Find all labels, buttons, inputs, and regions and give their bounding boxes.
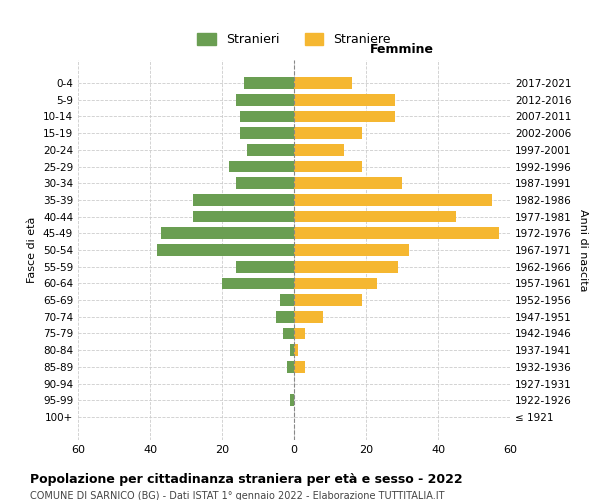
Bar <box>294 228 499 239</box>
Bar <box>240 128 294 139</box>
Bar <box>294 344 298 356</box>
Bar <box>294 211 456 222</box>
Bar <box>294 244 409 256</box>
Bar <box>229 160 294 172</box>
Bar <box>290 394 294 406</box>
Bar <box>294 78 352 89</box>
Bar <box>193 194 294 206</box>
Bar <box>287 361 294 372</box>
Bar <box>294 311 323 322</box>
Bar <box>276 311 294 322</box>
Bar <box>157 244 294 256</box>
Bar <box>294 261 398 272</box>
Bar <box>294 278 377 289</box>
Bar <box>294 328 305 340</box>
Bar <box>236 261 294 272</box>
Bar <box>236 94 294 106</box>
Legend: Stranieri, Straniere: Stranieri, Straniere <box>192 28 396 51</box>
Bar <box>294 128 362 139</box>
Bar <box>193 211 294 222</box>
Bar <box>247 144 294 156</box>
Bar <box>240 110 294 122</box>
Bar <box>294 144 344 156</box>
Bar <box>294 110 395 122</box>
Bar <box>294 194 492 206</box>
Y-axis label: Anni di nascita: Anni di nascita <box>578 209 588 291</box>
Y-axis label: Fasce di età: Fasce di età <box>28 217 37 283</box>
Bar <box>280 294 294 306</box>
Bar <box>290 344 294 356</box>
Bar <box>294 160 362 172</box>
Text: Popolazione per cittadinanza straniera per età e sesso - 2022: Popolazione per cittadinanza straniera p… <box>30 472 463 486</box>
Text: Femmine: Femmine <box>370 43 434 56</box>
Bar <box>222 278 294 289</box>
Bar <box>283 328 294 340</box>
Bar <box>294 294 362 306</box>
Bar <box>244 78 294 89</box>
Bar <box>294 94 395 106</box>
Bar <box>236 178 294 189</box>
Bar <box>294 178 402 189</box>
Text: COMUNE DI SARNICO (BG) - Dati ISTAT 1° gennaio 2022 - Elaborazione TUTTITALIA.IT: COMUNE DI SARNICO (BG) - Dati ISTAT 1° g… <box>30 491 445 500</box>
Bar <box>161 228 294 239</box>
Bar <box>294 361 305 372</box>
